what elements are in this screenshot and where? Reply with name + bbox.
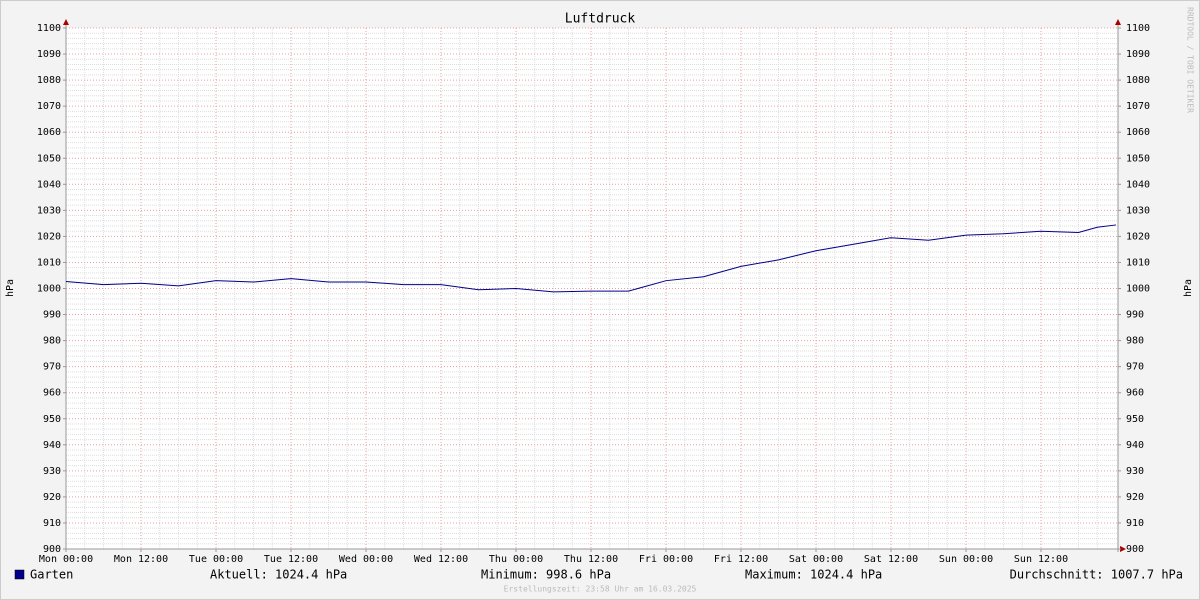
y2-tick-label: 910 — [1126, 518, 1144, 529]
y-tick-label: 920 — [43, 492, 61, 503]
y2-tick-label: 1060 — [1126, 127, 1150, 138]
stat-maximum: Maximum: 1024.4 hPa — [745, 568, 882, 582]
y2-tick-label: 1000 — [1126, 284, 1150, 295]
y-tick-label: 900 — [43, 544, 61, 555]
y-tick-label: 960 — [43, 388, 61, 399]
y-tick-label: 1040 — [37, 179, 61, 190]
y-tick-label: 1050 — [37, 153, 61, 164]
y-tick-label: 990 — [43, 310, 61, 321]
x-tick-label: Sun 12:00 — [1014, 554, 1068, 565]
y-tick-label: 1100 — [37, 23, 61, 34]
x-tick-label: Tue 12:00 — [264, 554, 318, 565]
legend-entry: Garten — [30, 568, 73, 582]
x-tick-label: Thu 12:00 — [564, 554, 618, 565]
y2-axis-label: hPa — [1183, 279, 1194, 297]
stat-current: Aktuell: 1024.4 hPa — [210, 568, 347, 582]
y-tick-label: 1020 — [37, 231, 61, 242]
x-tick-label: Fri 12:00 — [714, 554, 768, 565]
footer: Erstellungszeit: 23:58 Uhr am 16.03.2025 — [504, 585, 697, 594]
y-axis-label: hPa — [5, 279, 16, 297]
data-line — [65, 224, 1117, 293]
y-tick-label: 970 — [43, 362, 61, 373]
axis-arrow — [1120, 546, 1126, 552]
y2-tick-label: 1020 — [1126, 231, 1150, 242]
axis-arrow — [63, 19, 69, 25]
legend-swatch — [14, 569, 25, 580]
y-tick-label: 930 — [43, 466, 61, 477]
y2-tick-label: 930 — [1126, 466, 1144, 477]
y2-tick-label: 960 — [1126, 388, 1144, 399]
y-tick-label: 910 — [43, 518, 61, 529]
y-tick-label: 1060 — [37, 127, 61, 138]
x-tick-label: Wed 00:00 — [339, 554, 393, 565]
y2-tick-label: 1080 — [1126, 75, 1150, 86]
x-tick-label: Fri 00:00 — [639, 554, 693, 565]
x-tick-label: Mon 00:00 — [39, 554, 93, 565]
legend: Garten Aktuell: 1024.4 hPa Minimum: 998.… — [30, 568, 1183, 582]
y-tick-label: 950 — [43, 414, 61, 425]
y-tick-label: 1030 — [37, 205, 61, 216]
y2-tick-label: 920 — [1126, 492, 1144, 503]
y2-tick-label: 990 — [1126, 310, 1144, 321]
y2-tick-label: 900 — [1126, 544, 1144, 555]
y2-tick-label: 1090 — [1126, 49, 1150, 60]
stat-average: Durchschnitt: 1007.7 hPa — [1010, 568, 1183, 582]
y2-tick-label: 1010 — [1126, 257, 1150, 268]
stat-minimum: Minimum: 998.6 hPa — [481, 568, 611, 582]
chart-title: Luftdruck — [565, 12, 636, 27]
x-tick-label: Thu 00:00 — [489, 554, 543, 565]
y-tick-label: 1000 — [37, 284, 61, 295]
y-tick-label: 1010 — [37, 257, 61, 268]
x-tick-label: Tue 00:00 — [189, 554, 243, 565]
y2-tick-label: 980 — [1126, 336, 1144, 347]
y-tick-label: 1090 — [37, 49, 61, 60]
axis-arrow — [1115, 19, 1121, 25]
y-tick-label: 980 — [43, 336, 61, 347]
y2-tick-label: 1100 — [1126, 23, 1150, 34]
y-tick-label: 1070 — [37, 101, 61, 112]
x-tick-label: Sun 00:00 — [939, 554, 993, 565]
y2-tick-label: 970 — [1126, 362, 1144, 373]
x-tick-label: Mon 12:00 — [114, 554, 168, 565]
y-tick-label: 1080 — [37, 75, 61, 86]
y2-tick-label: 1040 — [1126, 179, 1150, 190]
watermark: RRDTOOL / TOBI OETIKER — [1186, 7, 1195, 113]
y2-tick-label: 1050 — [1126, 153, 1150, 164]
x-tick-label: Sat 00:00 — [789, 554, 843, 565]
y2-tick-label: 1030 — [1126, 205, 1150, 216]
y2-tick-label: 1070 — [1126, 101, 1150, 112]
y2-tick-label: 940 — [1126, 440, 1144, 451]
y2-tick-label: 950 — [1126, 414, 1144, 425]
x-tick-label: Sat 12:00 — [864, 554, 918, 565]
x-tick-label: Wed 12:00 — [414, 554, 468, 565]
y-tick-label: 940 — [43, 440, 61, 451]
